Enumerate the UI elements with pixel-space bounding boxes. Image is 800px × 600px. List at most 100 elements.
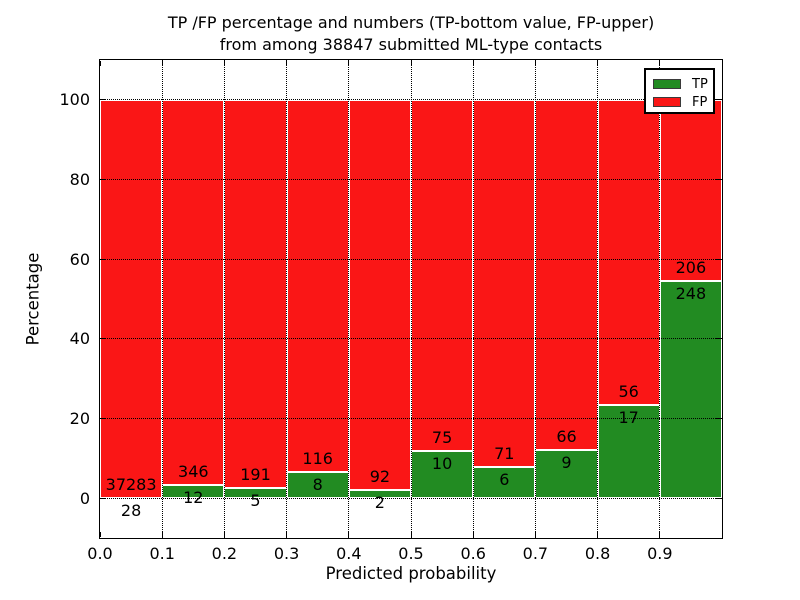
x-axis-tick-label: 0.5 — [398, 544, 424, 563]
tp-count-label: 2 — [374, 492, 385, 512]
y-tick-mark — [716, 338, 721, 340]
x-axis-tick-label: 0.8 — [584, 544, 611, 563]
y-axis-label: Percentage — [23, 252, 43, 346]
y-tick-mark — [716, 497, 721, 499]
legend-swatch-fp-icon — [653, 97, 681, 107]
y-tick-mark — [101, 338, 106, 340]
tp-bar-segment — [473, 467, 536, 499]
legend-item-fp: FP — [653, 93, 713, 111]
x-axis-tick-label: 0.1 — [149, 544, 175, 563]
horizontal-gridline — [100, 418, 722, 419]
y-tick-mark — [101, 497, 106, 499]
legend-label-tp: TP — [692, 76, 708, 92]
y-axis-tick-label: 80 — [69, 170, 90, 189]
vertical-gridline — [472, 60, 474, 538]
fp-count-label: 346 — [178, 461, 209, 481]
y-axis-tick-label: 100 — [59, 90, 90, 110]
tp-bar-segment — [162, 484, 225, 499]
fp-bar-segment — [597, 99, 660, 406]
tp-count-label: 5 — [250, 491, 261, 510]
x-axis-tick-label: 0.2 — [211, 544, 238, 563]
vertical-gridline — [534, 60, 536, 538]
fp-bar-segment — [411, 99, 474, 452]
legend-swatch-tp-icon — [653, 79, 681, 89]
fp-count-label: 37283 — [105, 474, 157, 494]
tp-bar-segment — [224, 488, 287, 499]
tp-bar-segment — [659, 280, 722, 499]
y-tick-mark — [101, 418, 106, 419]
fp-count-label: 92 — [369, 466, 391, 486]
tp-count-label: 9 — [561, 453, 572, 473]
tp-count-label: 248 — [675, 283, 707, 303]
tp-count-label: 10 — [431, 454, 453, 474]
legend-item-tp: TP — [653, 75, 713, 93]
vertical-gridline — [597, 60, 599, 538]
x-axis-tick-label: 0.7 — [522, 544, 549, 563]
fp-bar-segment — [535, 99, 598, 451]
tp-count-label: 6 — [499, 470, 510, 490]
fp-count-label: 66 — [556, 427, 577, 447]
y-tick-mark — [716, 418, 721, 419]
tp-bar-segment — [286, 472, 349, 499]
x-axis-tick-label: 0.3 — [273, 544, 300, 563]
x-axis-tick-label: 0.0 — [87, 544, 113, 563]
fp-count-label: 206 — [675, 257, 707, 277]
fp-bar-segment — [659, 99, 722, 281]
y-axis-tick-label: 40 — [69, 329, 90, 349]
x-tick-mark — [534, 532, 536, 537]
vertical-gridline — [348, 60, 350, 538]
horizontal-gridline — [100, 497, 722, 499]
x-tick-mark — [161, 532, 163, 537]
fp-bar-segment — [162, 99, 225, 485]
x-tick-mark — [286, 61, 288, 66]
x-axis-tick-label: 0.9 — [647, 544, 673, 563]
fp-bar-segment — [348, 99, 411, 490]
fp-count-label: 75 — [431, 428, 453, 448]
fp-count-label: 191 — [240, 465, 271, 484]
horizontal-gridline — [100, 338, 722, 340]
x-tick-mark — [597, 61, 599, 66]
fp-bar-segment — [286, 99, 349, 473]
fp-count-label: 56 — [618, 382, 639, 402]
fp-bar-segment — [473, 99, 536, 468]
y-tick-mark — [716, 179, 721, 180]
fp-bar-segment — [224, 99, 287, 488]
chart-title: TP /FP percentage and numbers (TP-bottom… — [100, 12, 722, 56]
fp-bar-segment — [100, 99, 163, 498]
x-tick-mark — [99, 61, 101, 66]
y-tick-mark — [716, 99, 721, 101]
tp-bar-segment — [597, 405, 660, 499]
vertical-gridline — [161, 60, 163, 538]
y-tick-mark — [101, 258, 106, 260]
y-tick-mark — [716, 258, 721, 260]
x-tick-mark — [597, 532, 599, 537]
x-tick-mark — [659, 532, 661, 537]
horizontal-gridline — [100, 99, 722, 101]
x-tick-mark — [99, 532, 101, 537]
y-axis-tick-label: 0 — [79, 488, 90, 508]
legend-label-fp: FP — [692, 94, 708, 110]
horizontal-gridline — [100, 258, 722, 260]
x-tick-mark — [223, 61, 225, 66]
fp-count-label: 71 — [494, 444, 515, 464]
tp-count-label: 8 — [312, 475, 323, 495]
tp-bar-segment — [411, 451, 474, 499]
tp-bar-segment — [535, 450, 598, 499]
x-axis-label: Predicted probability — [325, 564, 497, 583]
vertical-gridline — [410, 60, 412, 538]
x-tick-mark — [348, 61, 350, 66]
x-tick-mark — [410, 532, 412, 537]
vertical-gridline — [223, 60, 225, 538]
fp-count-label: 116 — [302, 449, 333, 469]
horizontal-gridline — [100, 179, 722, 180]
x-tick-mark — [161, 61, 163, 66]
x-tick-mark — [659, 61, 661, 66]
vertical-gridline — [659, 60, 661, 538]
vertical-gridline — [286, 60, 288, 538]
y-axis-tick-label: 20 — [69, 409, 90, 428]
chart-title-line2: from among 38847 submitted ML-type conta… — [219, 35, 603, 54]
x-tick-mark — [472, 61, 474, 66]
x-axis-tick-label: 0.4 — [336, 544, 362, 563]
